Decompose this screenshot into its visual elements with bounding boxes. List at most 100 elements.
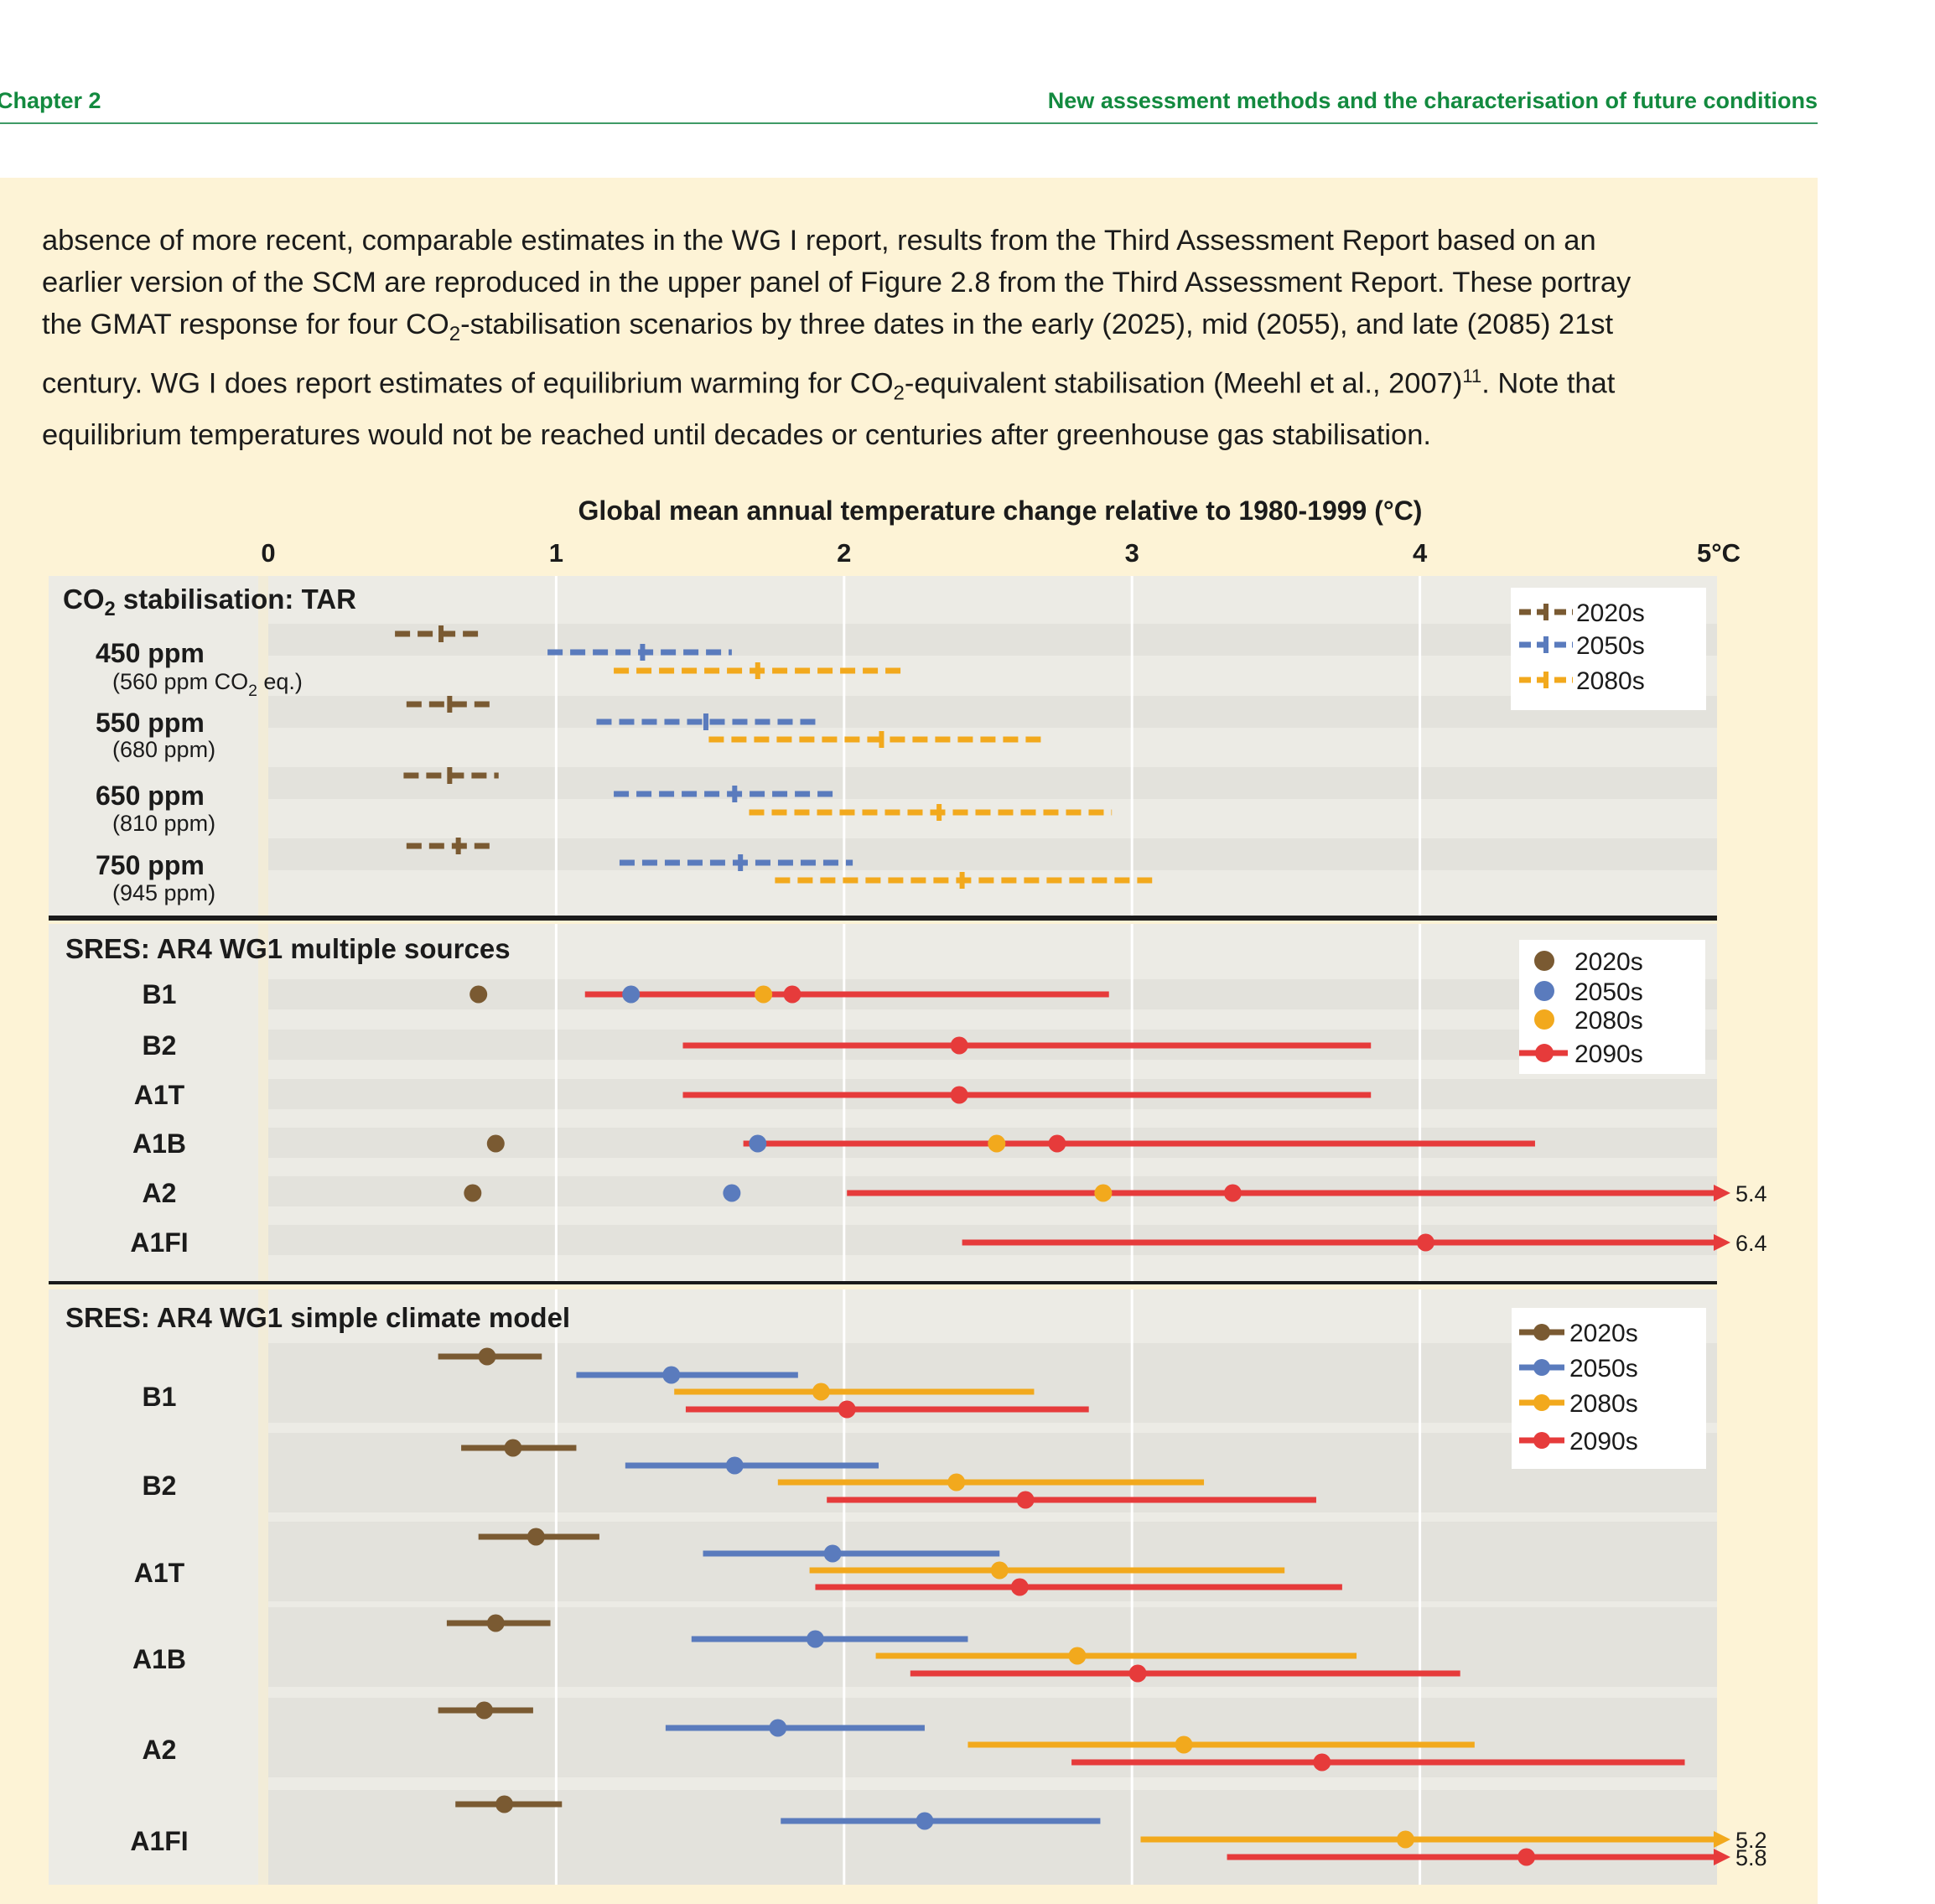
footnote-ref: 11 [1462, 365, 1482, 387]
text-span: (945 ppm) [112, 880, 215, 905]
data-point [486, 1134, 505, 1153]
row-label: B1 [143, 1382, 177, 1412]
row-label: A2 [143, 1735, 177, 1765]
overflow-arrow [1714, 1185, 1730, 1201]
overflow-value: 6.4 [1735, 1231, 1767, 1256]
subscript: 2 [105, 598, 116, 620]
data-point [950, 1086, 968, 1104]
overflow-value: 5.4 [1735, 1181, 1767, 1206]
row-band [268, 767, 1717, 799]
overflow-arrow [1714, 1849, 1730, 1865]
panel-divider [49, 1281, 1717, 1284]
row-band [268, 696, 1717, 728]
text-line: earlier version of the SCM are reproduce… [42, 267, 1632, 298]
subscript: 2 [449, 322, 461, 345]
legend-label: 2080s [1574, 1007, 1643, 1035]
chapter-label: Chapter 2 [0, 88, 101, 113]
panel-title-tar: CO2 stabilisation: TAR [63, 584, 356, 620]
legend-label: 2020s [1576, 599, 1645, 627]
text-span: (810 ppm) [112, 811, 215, 836]
data-point [662, 1366, 681, 1384]
row-label: A1FI [130, 1826, 188, 1856]
text-span: eq.) [257, 669, 303, 694]
row-label: 550 ppm [96, 708, 205, 738]
data-point [1533, 1432, 1550, 1449]
row-label: B2 [143, 1030, 177, 1061]
overflow-value: 5.8 [1735, 1845, 1767, 1870]
data-point [823, 1544, 842, 1563]
data-point [838, 1400, 856, 1419]
data-point [1396, 1830, 1414, 1849]
text-line: the GMAT response for four CO2-stabilisa… [42, 303, 1782, 355]
panel-title-simple-climate-model: SRES: AR4 WG1 simple climate model [65, 1302, 570, 1333]
legend-label: 2080s [1569, 1390, 1638, 1418]
x-tick-label: 1 [549, 538, 563, 568]
data-point [1535, 1044, 1554, 1062]
row-label: A2 [143, 1178, 177, 1208]
text-span: -equivalent stabilisation (Meehl et al.,… [904, 367, 1463, 400]
data-point [783, 985, 801, 1004]
data-point [725, 1456, 744, 1475]
row-label: A1B [132, 1644, 186, 1674]
data-point [1048, 1134, 1066, 1153]
data-point [950, 1036, 968, 1055]
data-point [1313, 1753, 1331, 1772]
legend-label: 2020s [1574, 948, 1643, 976]
data-point [504, 1439, 522, 1457]
panel-title-multiple-sources: SRES: AR4 WG1 multiple sources [65, 933, 511, 964]
row-band [268, 838, 1717, 870]
row-label: A1B [132, 1128, 186, 1159]
data-point [486, 1614, 505, 1632]
legend-label: 2090s [1574, 1040, 1643, 1068]
panel-divider [49, 916, 1717, 921]
subscript: 2 [893, 381, 905, 405]
overflow-arrow [1714, 1234, 1730, 1251]
legend-label: 2020s [1569, 1320, 1638, 1347]
text-span: the GMAT response for four CO [42, 309, 449, 340]
row-label: 650 ppm [96, 781, 205, 811]
row-band [268, 624, 1717, 656]
data-point [1068, 1647, 1087, 1665]
row-sublabel: (680 ppm) [112, 737, 215, 762]
row-label: 450 ppm [96, 638, 205, 668]
header-rule [0, 122, 1818, 124]
data-point [1533, 1359, 1550, 1376]
row-sublabel: (560 ppm CO2 eq.) [112, 669, 303, 700]
text-line: century. WG I does report estimates of e… [42, 355, 1782, 414]
text-span: CO [63, 584, 105, 615]
x-tick-label: 5°C [1697, 538, 1740, 568]
row-sublabel: (810 ppm) [112, 811, 215, 836]
x-tick-label: 0 [261, 538, 275, 568]
row-label: A1T [134, 1558, 185, 1588]
data-point [527, 1528, 545, 1546]
data-point [947, 1473, 966, 1492]
chart-title: Global mean annual temperature change re… [578, 495, 1423, 526]
text-span: (560 ppm CO [112, 669, 248, 694]
text-span: . Note that [1481, 367, 1616, 400]
data-point [1128, 1664, 1147, 1683]
x-tick-label: 2 [837, 538, 851, 568]
data-point [622, 985, 641, 1004]
legend-label: 2050s [1569, 1355, 1638, 1383]
data-point [806, 1630, 824, 1648]
data-point [1016, 1491, 1035, 1509]
data-point [1534, 981, 1554, 1001]
data-point [990, 1561, 1009, 1580]
data-point [812, 1383, 830, 1401]
data-point [475, 1701, 494, 1720]
data-point [723, 1184, 741, 1202]
data-point [1534, 951, 1554, 971]
data-point [464, 1184, 482, 1202]
data-point [769, 1719, 787, 1737]
text-span: century. WG I does report estimates of e… [42, 367, 894, 400]
legend-label: 2080s [1576, 667, 1645, 695]
body-paragraph: absence of more recent, comparable estim… [42, 220, 1782, 456]
data-point [1533, 1324, 1550, 1341]
section-title: New assessment methods and the character… [1047, 88, 1818, 113]
row-label: 750 ppm [96, 850, 205, 880]
label-column-gap [258, 576, 268, 1885]
row-label: A1T [134, 1080, 185, 1110]
text-line: absence of more recent, comparable estim… [42, 225, 1596, 257]
data-point [1010, 1578, 1029, 1596]
